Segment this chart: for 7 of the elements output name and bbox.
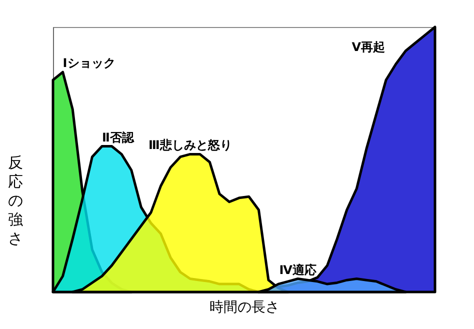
series-label: Ⅴ再起 [352,40,385,54]
series-label: Ⅱ否認 [102,130,135,144]
series-label: Ⅰショック [62,56,116,70]
y-axis-title: 反応の強さ [8,154,23,248]
x-axis-title: 時間の長さ [210,300,280,316]
series-label: Ⅲ悲しみと怒り [148,138,232,152]
series-label: Ⅳ適応 [279,262,316,277]
